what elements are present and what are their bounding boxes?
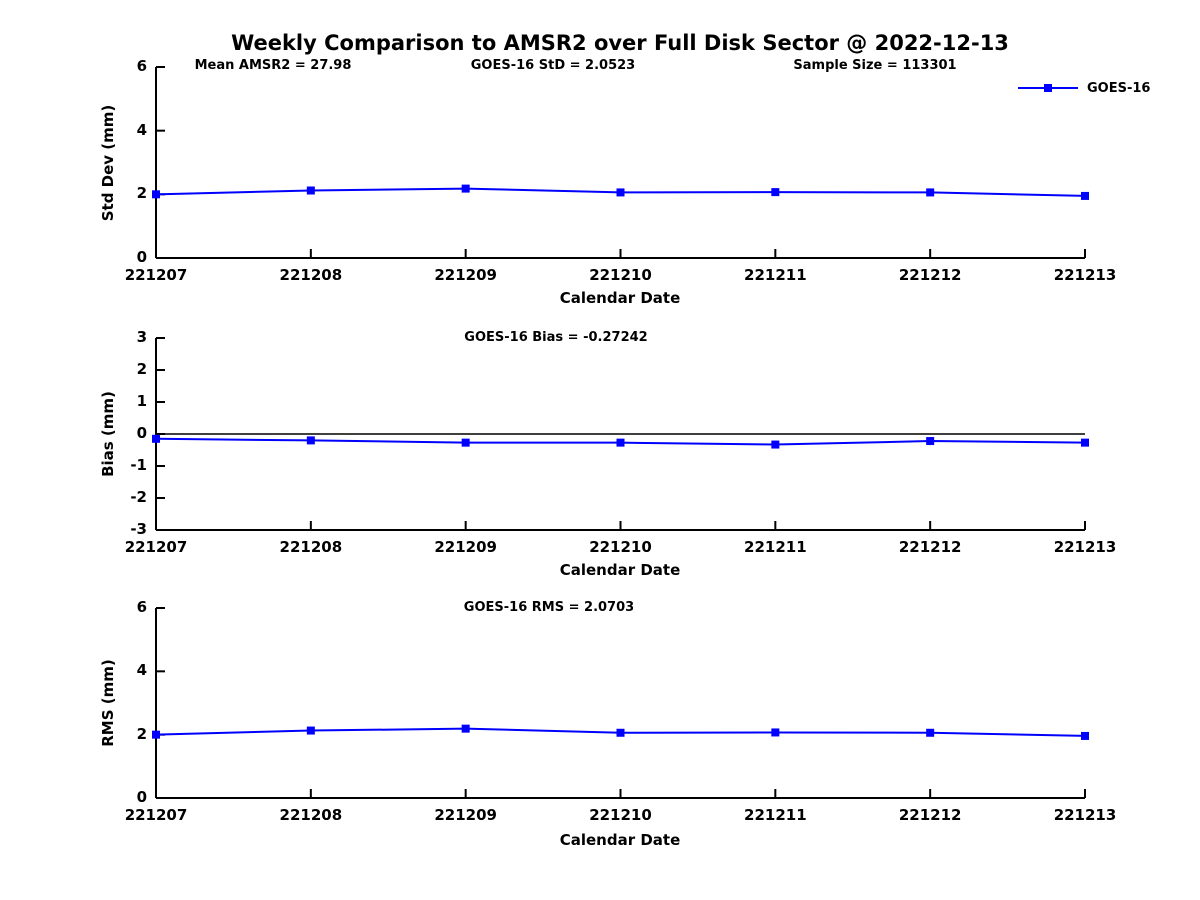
x-tick-label: 221212 (898, 538, 962, 556)
x-tick-label: 221210 (589, 806, 652, 824)
goes16-rms-annotation: GOES-16 RMS = 2.0703 (463, 600, 635, 615)
bias-data-marker (152, 434, 160, 443)
x-tick-label: 221208 (279, 538, 343, 556)
std-dev-data-marker (926, 188, 935, 197)
x-tick-label: 221213 (1053, 266, 1117, 284)
y-tick-label: 0 (136, 248, 147, 266)
x-tick-label: 221210 (589, 266, 652, 284)
x-tick-label: 221213 (1053, 538, 1117, 556)
x-tick-label: 221212 (898, 806, 962, 824)
y-tick-label: 0 (136, 424, 147, 442)
std-dev-data-marker (616, 188, 625, 197)
rms-data-marker (306, 726, 315, 735)
x-tick-label: 221207 (124, 538, 188, 556)
sample-size-annotation: Sample Size = 113301 (793, 58, 957, 73)
bias-data-marker (1081, 438, 1089, 447)
std-dev-data-marker (771, 188, 780, 197)
bias-data-marker (771, 440, 780, 449)
y-tick-label: 1 (136, 392, 147, 410)
rms-panel (152, 607, 1089, 799)
y-tick-label: -1 (130, 456, 147, 474)
x-tick-label: 221213 (1053, 806, 1117, 824)
x-tick-label: 221209 (434, 538, 497, 556)
bias-data-marker (306, 436, 315, 445)
y-tick-label: 2 (136, 360, 147, 378)
calendar-date-axis-label: Calendar Date (559, 289, 681, 307)
y-tick-label: 2 (136, 724, 147, 743)
x-tick-label: 221208 (279, 806, 343, 824)
goes16-std-annotation: GOES-16 StD = 2.0523 (470, 58, 636, 73)
x-tick-label: 221209 (434, 806, 497, 824)
x-tick-label: 221211 (744, 806, 807, 824)
rms-data-marker (461, 724, 470, 733)
figure-title: Weekly Comparison to AMSR2 over Full Dis… (231, 31, 1009, 55)
std-dev-data-marker (306, 186, 315, 195)
x-tick-label: 221207 (124, 266, 188, 284)
y-tick-label: 6 (136, 598, 147, 616)
x-tick-label: 221211 (744, 266, 807, 284)
x-tick-label: 221209 (434, 266, 497, 284)
y-tick-label: 3 (136, 328, 147, 346)
std-dev-panel (152, 66, 1089, 259)
bias-data-marker (461, 438, 470, 447)
y-tick-label: 4 (136, 661, 147, 680)
mean-amsr2-annotation: Mean AMSR2 = 27.98 (194, 58, 352, 73)
y-tick-label: -3 (130, 520, 147, 538)
bias-panel (152, 337, 1089, 531)
std-dev-data-marker (152, 190, 160, 199)
calendar-date-axis-label: Calendar Date (559, 831, 681, 849)
y-tick-label: -2 (130, 488, 147, 506)
x-tick-label: 221207 (124, 806, 188, 824)
legend: GOES-16 (1018, 81, 1150, 96)
x-tick-label: 221211 (744, 538, 807, 556)
std-dev-data-marker (1081, 191, 1089, 200)
calendar-date-axis-label: Calendar Date (559, 561, 681, 579)
goes16-bias-annotation: GOES-16 Bias = -0.27242 (464, 330, 648, 345)
y-tick-label: 6 (136, 57, 147, 75)
x-tick-label: 221208 (279, 266, 343, 284)
legend-line-marker-icon (1018, 81, 1078, 96)
x-tick-label: 221212 (898, 266, 962, 284)
y-tick-label: 2 (136, 184, 147, 203)
bias-data-marker (616, 438, 625, 447)
rms-data-marker (771, 728, 780, 737)
y-tick-label: 0 (136, 788, 147, 806)
y-tick-label: 4 (136, 120, 147, 139)
std-dev-data-marker (461, 184, 470, 193)
rms-data-marker (926, 728, 935, 737)
rms-data-marker (1081, 731, 1089, 740)
legend-label: GOES-16 (1087, 81, 1151, 96)
bias-data-marker (926, 437, 935, 446)
rms-data-marker (152, 730, 160, 739)
x-tick-label: 221210 (589, 538, 652, 556)
rms-data-marker (616, 728, 625, 737)
